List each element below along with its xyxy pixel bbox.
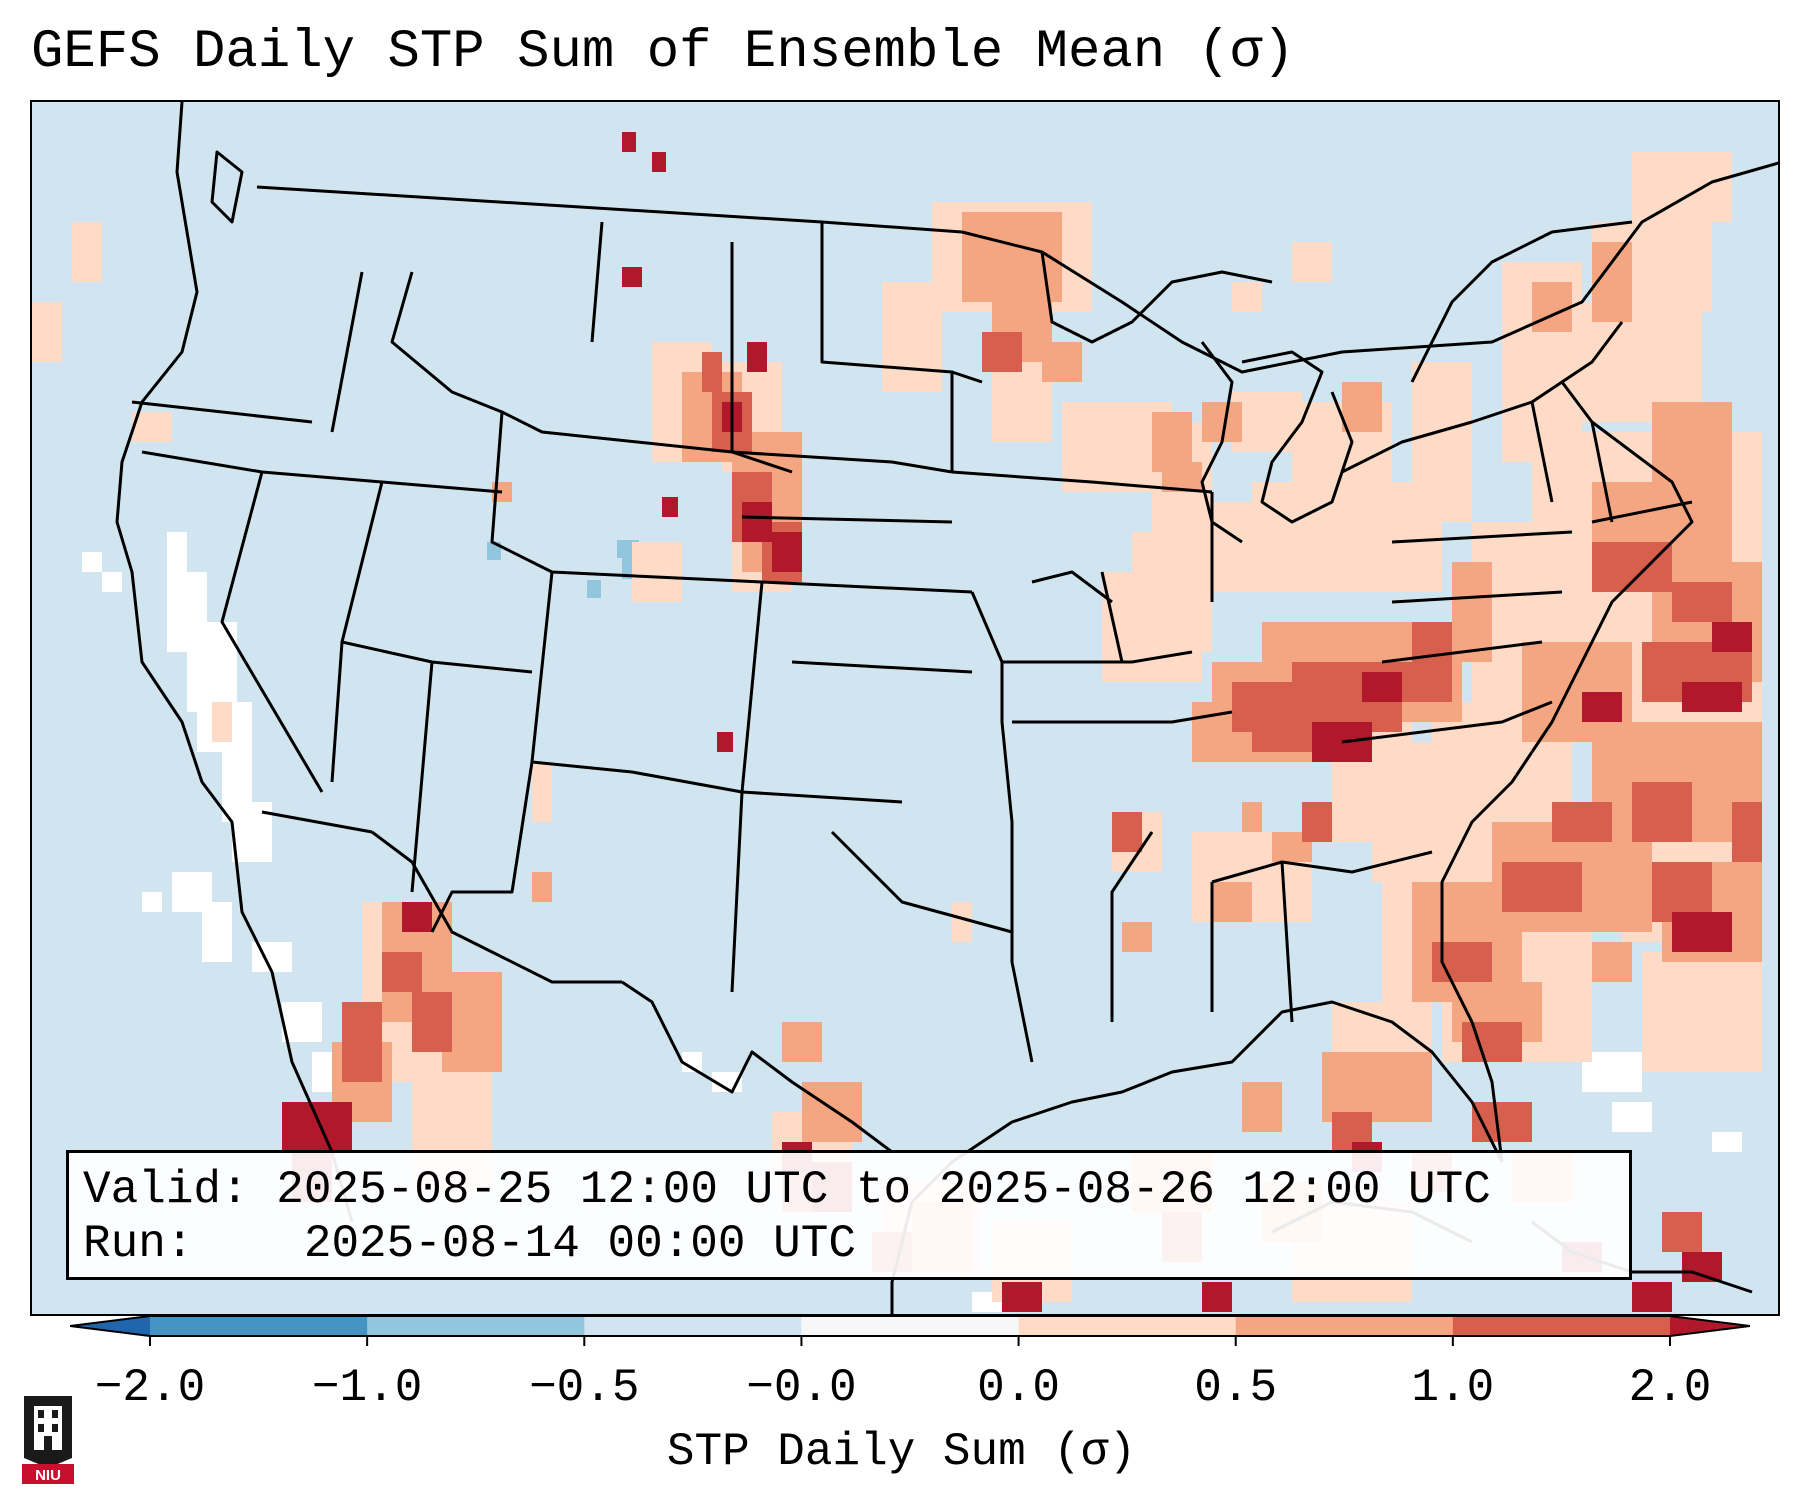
valid-label: Valid:: [83, 1164, 249, 1216]
colorbar-bin: [150, 1316, 368, 1336]
colorbar-bin: [1452, 1316, 1671, 1336]
colorbar: [70, 1316, 1750, 1346]
colorbar-bin: [1018, 1316, 1237, 1336]
valid-row: Valid: 2025-08-25 12:00 UTC to 2025-08-2…: [83, 1163, 1615, 1217]
colorbar-tick-label: 1.0: [1411, 1362, 1495, 1414]
run-value: 2025-08-14 00:00 UTC: [303, 1218, 856, 1270]
niu-logo: NIU: [22, 1396, 74, 1484]
colorbar-ticks: [149, 1336, 1671, 1346]
valid-value: 2025-08-25 12:00 UTC to 2025-08-26 12:00…: [276, 1164, 1491, 1216]
validity-box: Valid: 2025-08-25 12:00 UTC to 2025-08-2…: [66, 1150, 1632, 1280]
colorbar-bin: [1235, 1316, 1454, 1336]
map-title: GEFS Daily STP Sum of Ensemble Mean (σ): [31, 22, 1295, 83]
colorbar-under-arrow: [70, 1316, 150, 1336]
colorbar-bin: [801, 1316, 1020, 1336]
map-canvas: [32, 102, 1778, 1314]
colorbar-tick-label: 0.5: [1194, 1362, 1278, 1414]
run-row: Run: 2025-08-14 00:00 UTC: [83, 1217, 1615, 1271]
map-panel: [30, 100, 1780, 1316]
colorbar-tick-label: −0.0: [746, 1362, 857, 1414]
colorbar-tick-label: −2.0: [94, 1362, 206, 1414]
colorbar-tick-label: 0.0: [977, 1362, 1060, 1414]
colorbar-bins: [150, 1316, 1671, 1336]
colorbar-tick-label: −1.0: [311, 1362, 423, 1414]
run-label: Run:: [83, 1218, 194, 1270]
colorbar-bin: [584, 1316, 802, 1336]
colorbar-tick-label: −0.5: [529, 1362, 640, 1414]
svg-text:NIU: NIU: [35, 1467, 61, 1484]
colorbar-tick-label: 2.0: [1628, 1362, 1712, 1414]
colorbar-bin: [367, 1316, 585, 1336]
colorbar-over-arrow: [1670, 1316, 1750, 1336]
colorbar-label: STP Daily Sum (σ): [666, 1426, 1137, 1478]
